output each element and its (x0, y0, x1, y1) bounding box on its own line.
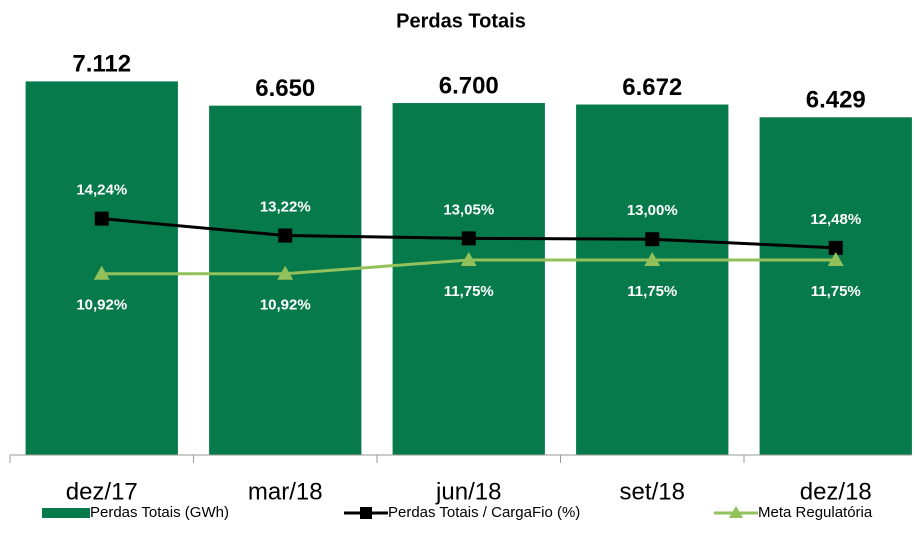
line-marker (93, 265, 110, 280)
bar-value-label: 6.429 (806, 87, 866, 114)
line-marker (278, 228, 293, 243)
line-value-label: 13,00% (627, 202, 678, 219)
line-value-label: 12,48% (810, 211, 861, 228)
x-tick-label: jun/18 (435, 478, 501, 505)
line-value-label: 10,92% (76, 297, 127, 314)
legend-label: Perdas Totais (GWh) (90, 504, 229, 521)
chart-title: Perdas Totais (396, 10, 526, 32)
line-value-label: 11,75% (627, 283, 677, 300)
line-marker (460, 251, 477, 266)
bar-value-label: 6.700 (439, 72, 499, 99)
line-value-label: 14,24% (76, 182, 127, 199)
x-tick-label: mar/18 (248, 478, 323, 505)
bar (209, 105, 362, 456)
legend-marker (360, 507, 372, 519)
bar (576, 104, 729, 456)
line-marker (94, 211, 109, 226)
line-marker (461, 231, 476, 246)
line-marker (277, 265, 294, 280)
bar-value-label: 6.650 (255, 75, 315, 102)
bar (392, 103, 545, 456)
line-marker (827, 251, 844, 266)
line-marker (645, 232, 660, 247)
x-tick-label: dez/18 (800, 478, 872, 505)
bar-value-label: 7.112 (72, 51, 131, 78)
line-value-label: 11,75% (444, 283, 494, 300)
x-tick-label: dez/17 (66, 478, 138, 505)
line-value-label: 13,22% (260, 199, 311, 216)
legend-marker (729, 506, 743, 518)
line-value-label: 11,75% (811, 283, 861, 300)
legend-swatch (42, 508, 90, 518)
line-marker (828, 240, 843, 255)
line-value-label: 13,05% (443, 201, 494, 218)
legend-label: Perdas Totais / CargaFio (%) (388, 504, 580, 521)
x-tick-label: set/18 (620, 478, 685, 505)
bar (759, 117, 912, 455)
line-value-label: 10,92% (260, 297, 311, 314)
line-marker (644, 251, 661, 266)
bar-value-label: 6.672 (622, 74, 682, 101)
legend-label: Meta Regulatória (758, 504, 873, 521)
